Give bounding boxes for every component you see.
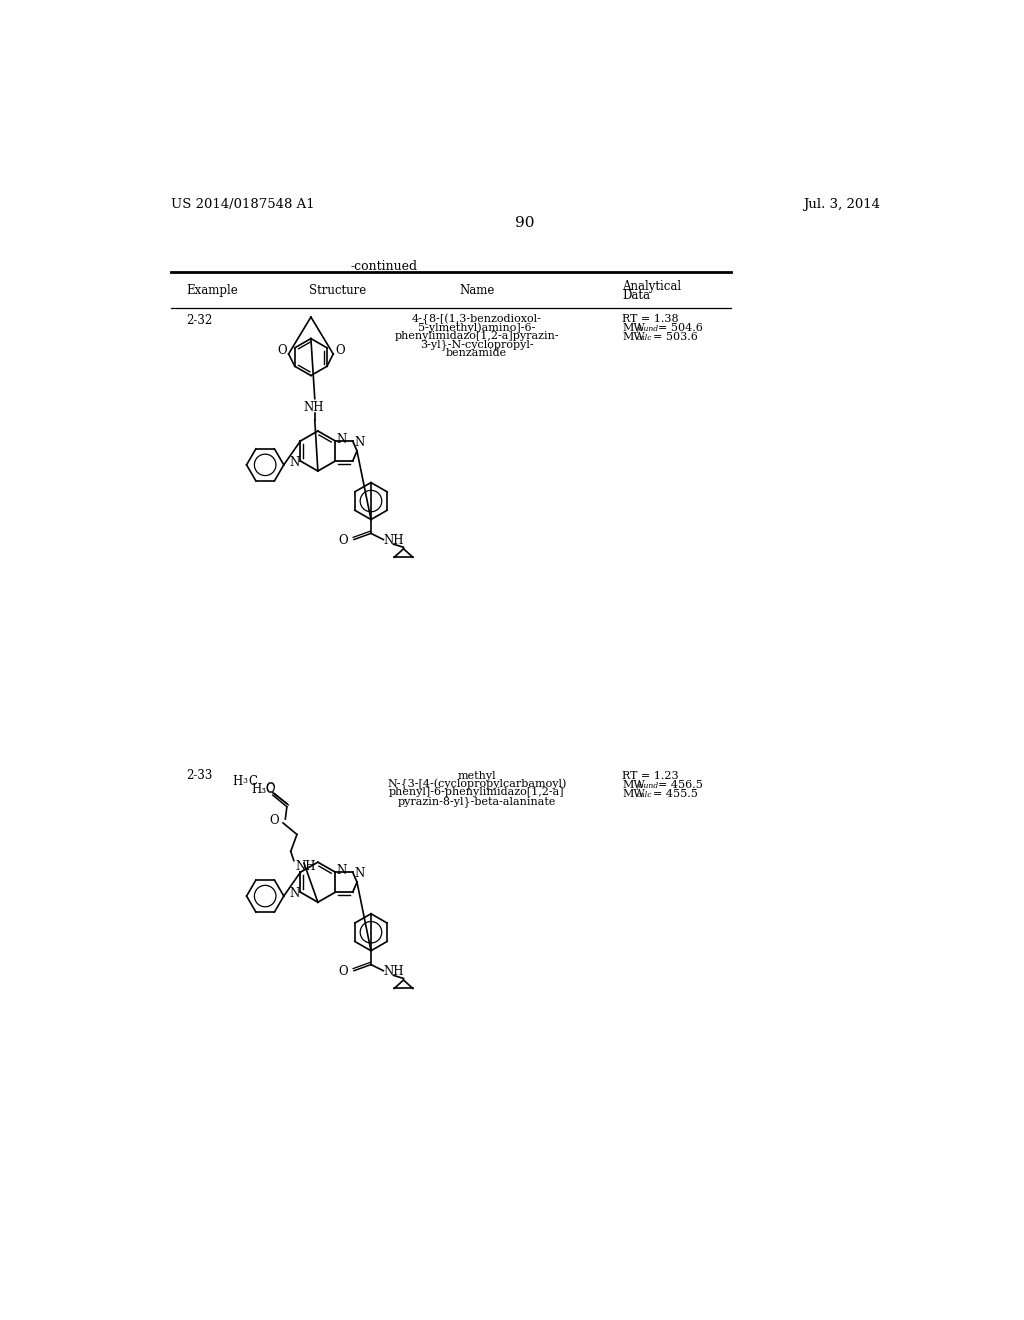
Text: found: found [636,781,658,789]
Text: = 455.5: = 455.5 [653,789,698,799]
Text: N: N [290,887,300,900]
Text: phenyl]-6-phenylimidazo[1,2-a]: phenyl]-6-phenylimidazo[1,2-a] [389,788,564,797]
Text: found: found [636,325,658,333]
Text: O: O [269,814,280,828]
Text: C: C [248,775,257,788]
Text: Example: Example [186,284,238,297]
Text: NH: NH [383,533,403,546]
Text: 3-yl}-N-cyclopropyl-: 3-yl}-N-cyclopropyl- [420,339,534,350]
Text: MW: MW [623,333,645,342]
Text: Name: Name [459,284,495,297]
Text: methyl: methyl [458,771,496,780]
Text: N: N [354,436,365,449]
Text: H₃C: H₃C [252,783,275,796]
Text: calc: calc [636,791,652,799]
Text: O: O [278,345,288,358]
Text: = 503.6: = 503.6 [653,333,698,342]
Text: NH: NH [295,859,315,873]
Text: MW: MW [623,780,645,789]
Text: Jul. 3, 2014: Jul. 3, 2014 [803,198,880,211]
Text: N: N [354,867,365,880]
Text: O: O [265,781,274,795]
Text: MW: MW [623,323,645,333]
Text: N-{3-[4-(cyclopropylcarbamoyl): N-{3-[4-(cyclopropylcarbamoyl) [387,779,566,791]
Text: N: N [290,455,300,469]
Text: RT = 1.23: RT = 1.23 [623,771,679,780]
Text: 2-32: 2-32 [186,314,212,327]
Text: = 504.6: = 504.6 [658,323,702,333]
Text: pyrazin-8-yl}-beta-alaninate: pyrazin-8-yl}-beta-alaninate [397,796,556,807]
Text: phenylimidazo[1,2-a]pyrazin-: phenylimidazo[1,2-a]pyrazin- [394,331,559,341]
Text: MW: MW [623,789,645,799]
Text: 4-{8-[(1,3-benzodioxol-: 4-{8-[(1,3-benzodioxol- [412,314,542,325]
Text: N: N [337,433,347,446]
Text: 90: 90 [515,216,535,230]
Text: NH: NH [303,400,324,413]
Text: US 2014/0187548 A1: US 2014/0187548 A1 [171,198,314,211]
Text: = 456.5: = 456.5 [658,780,702,789]
Text: H: H [232,775,243,788]
Text: -continued: -continued [350,260,418,273]
Text: N: N [337,865,347,878]
Text: 2-33: 2-33 [186,770,213,781]
Text: 5-ylmethyl)amino]-6-: 5-ylmethyl)amino]-6- [418,322,536,333]
Text: benzamide: benzamide [446,348,507,358]
Text: Data: Data [623,289,650,301]
Text: Structure: Structure [308,284,366,297]
Text: NH: NH [383,965,403,978]
Text: O: O [338,965,348,978]
Text: calc: calc [636,334,652,342]
Text: 3: 3 [243,776,248,784]
Text: O: O [336,345,345,358]
Text: O: O [338,533,348,546]
Text: RT = 1.38: RT = 1.38 [623,314,679,323]
Text: Analytical: Analytical [623,280,682,293]
